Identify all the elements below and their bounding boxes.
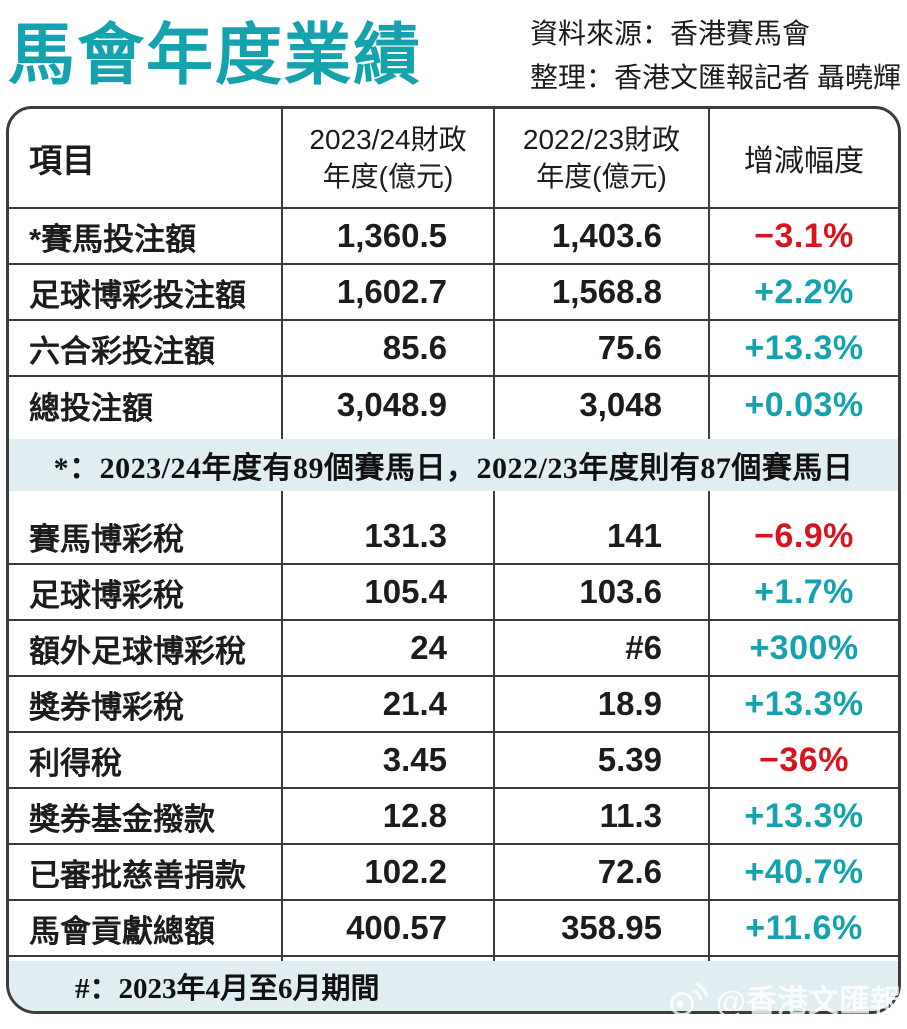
table-row: 賽馬博彩稅 131.3 141 −6.9% [9, 509, 898, 565]
table-row: 獎券基金撥款 12.8 11.3 +13.3% [9, 789, 898, 845]
row-item-label: 賽馬博彩稅 [9, 509, 283, 563]
row-value-fy2223: 1,568.8 [495, 265, 710, 319]
table-row: 已審批慈善捐款 102.2 72.6 +40.7% [9, 845, 898, 901]
column-line-spacer [9, 433, 898, 439]
row-item-label: 利得稅 [9, 733, 283, 787]
row-value-fy2223: 5.39 [495, 733, 710, 787]
table-row: 總投注額 3,048.9 3,048 +0.03% [9, 377, 898, 433]
row-value-fy2324: 105.4 [283, 565, 495, 619]
column-header-fy2223-line2: 年度(億元) [536, 161, 667, 192]
row-value-fy2324: 131.3 [283, 509, 495, 563]
row-change-percent: +13.3% [744, 796, 864, 835]
table-row: 獎券博彩稅 21.4 18.9 +13.3% [9, 677, 898, 733]
row-item-label: 獎券基金撥款 [9, 789, 283, 843]
column-line-spacer [9, 957, 898, 961]
row-value-fy2223: 75.6 [495, 321, 710, 375]
row-value-fy2223: 3,048 [495, 377, 710, 433]
watermark-text: @香港文匯報 [715, 984, 901, 1019]
row-value-fy2223: 103.6 [495, 565, 710, 619]
row-item-label: *賽馬投注額 [9, 209, 283, 263]
row-change-percent: −3.1% [754, 216, 854, 255]
row-value-fy2324: 24 [283, 621, 495, 675]
row-change-percent: +11.6% [745, 908, 863, 947]
column-header-change: 增減幅度 [744, 145, 864, 178]
row-value-fy2223: 141 [495, 509, 710, 563]
row-value-fy2324: 1,360.5 [283, 209, 495, 263]
row-value-fy2324: 3,048.9 [283, 377, 495, 433]
row-change-percent: −6.9% [754, 516, 854, 555]
period-footnote: #：2023年4月至6月期間 [9, 961, 898, 1011]
source-block: 資料來源：香港賽馬會 整理：香港文匯報記者 聶曉輝 [530, 9, 903, 101]
results-table: 項目 2023/24財政 年度(億元) 2022/23財政 年度(億元) 增減幅… [6, 106, 901, 1014]
row-change-percent: +0.03% [744, 385, 864, 424]
table-row: 足球博彩稅 105.4 103.6 +1.7% [9, 565, 898, 621]
row-value-fy2223: 1,403.6 [495, 209, 710, 263]
row-change-percent: +40.7% [744, 852, 864, 891]
row-item-label: 獎券博彩稅 [9, 677, 283, 731]
column-header-fy2223: 2022/23財政 年度(億元) [495, 109, 710, 207]
section-tax-and-contribution: 賽馬博彩稅 131.3 141 −6.9% 足球博彩稅 105.4 103.6 … [9, 509, 898, 957]
row-value-fy2324: 85.6 [283, 321, 495, 375]
row-change-percent: +1.7% [754, 572, 854, 611]
row-change-percent: +2.2% [754, 272, 854, 311]
table-row: 馬會貢獻總額 400.57 358.95 +11.6% [9, 901, 898, 957]
compiler-line: 整理：香港文匯報記者 聶曉輝 [529, 63, 901, 94]
row-item-label: 足球博彩稅 [9, 565, 283, 619]
table-row: *賽馬投注額 1,360.5 1,403.6 −3.1% [9, 209, 898, 265]
row-change-percent: −36% [759, 740, 849, 779]
table-row: 足球博彩投注額 1,602.7 1,568.8 +2.2% [9, 265, 898, 321]
row-value-fy2223: 11.3 [495, 789, 710, 843]
table-header-row: 項目 2023/24財政 年度(億元) 2022/23財政 年度(億元) 增減幅… [9, 109, 898, 209]
row-item-label: 足球博彩投注額 [9, 265, 283, 319]
row-value-fy2223: 18.9 [495, 677, 710, 731]
race-days-note: *：2023/24年度有89個賽馬日，2022/23年度則有87個賽馬日 [9, 439, 898, 491]
row-value-fy2324: 102.2 [283, 845, 495, 899]
row-change-percent: +300% [749, 628, 859, 667]
page-title: 馬會年度業績 [8, 17, 422, 93]
table-row: 額外足球博彩稅 24 #6 +300% [9, 621, 898, 677]
row-item-label: 總投注額 [9, 377, 283, 433]
row-value-fy2223: #6 [495, 621, 710, 675]
table-row: 利得稅 3.45 5.39 −36% [9, 733, 898, 789]
section-betting-turnover: *賽馬投注額 1,360.5 1,403.6 −3.1% 足球博彩投注額 1,6… [9, 209, 898, 433]
row-change-percent: +13.3% [744, 684, 864, 723]
row-value-fy2223: 72.6 [495, 845, 710, 899]
row-item-label: 已審批慈善捐款 [9, 845, 283, 899]
page-header: 馬會年度業績 資料來源：香港賽馬會 整理：香港文匯報記者 聶曉輝 [0, 0, 907, 106]
row-item-label: 馬會貢獻總額 [9, 901, 283, 955]
row-item-label: 額外足球博彩稅 [9, 621, 283, 675]
row-value-fy2324: 1,602.7 [283, 265, 495, 319]
column-header-fy2324-line1: 2023/24財政 [309, 124, 467, 155]
row-change-percent: +13.3% [744, 328, 864, 367]
column-header-fy2324: 2023/24財政 年度(億元) [283, 109, 495, 207]
row-value-fy2324: 21.4 [283, 677, 495, 731]
column-header-fy2223-line1: 2022/23財政 [522, 124, 681, 155]
column-header-fy2324-line2: 年度(億元) [322, 161, 454, 192]
table-row: 六合彩投注額 85.6 75.6 +13.3% [9, 321, 898, 377]
row-item-label: 六合彩投注額 [9, 321, 283, 375]
row-value-fy2324: 400.57 [283, 901, 495, 955]
watermark: @香港文匯報 [668, 976, 901, 1021]
column-line-spacer [9, 491, 898, 509]
weibo-icon [668, 981, 708, 1017]
row-value-fy2223: 358.95 [495, 901, 710, 955]
row-value-fy2324: 3.45 [283, 733, 495, 787]
row-value-fy2324: 12.8 [283, 789, 495, 843]
source-line: 資料來源：香港賽馬會 [529, 19, 810, 50]
column-header-item: 項目 [9, 109, 283, 207]
